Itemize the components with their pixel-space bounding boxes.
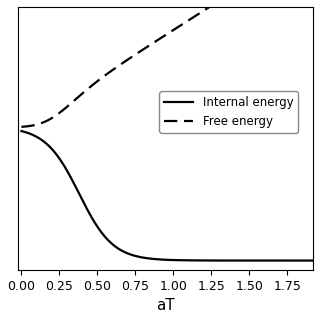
Free energy <box>161 35 165 38</box>
X-axis label: aT: aT <box>156 298 175 313</box>
Internal energy <box>34 135 38 139</box>
Internal energy <box>161 258 165 261</box>
Free energy <box>20 125 23 129</box>
Legend: Internal energy, Free energy: Internal energy, Free energy <box>159 92 298 133</box>
Internal energy <box>20 129 23 133</box>
Internal energy <box>303 259 307 262</box>
Internal energy <box>302 259 306 262</box>
Internal energy <box>154 257 157 261</box>
Internal energy <box>311 259 315 262</box>
Line: Free energy: Free energy <box>21 0 313 127</box>
Line: Internal energy: Internal energy <box>21 131 313 260</box>
Internal energy <box>249 259 253 262</box>
Free energy <box>34 123 38 127</box>
Free energy <box>154 40 157 44</box>
